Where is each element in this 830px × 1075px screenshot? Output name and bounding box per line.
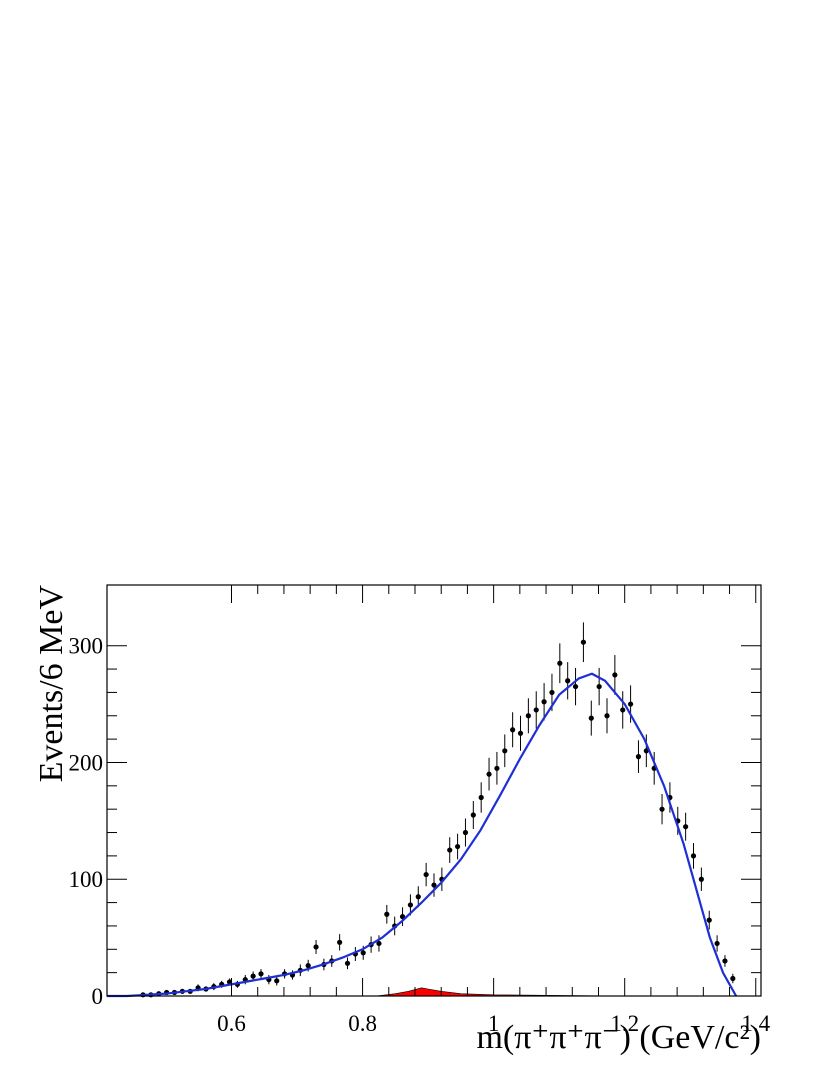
y-tick-label: 200 [69, 750, 104, 775]
data-point [376, 940, 382, 947]
data-point [494, 765, 500, 771]
data-point [541, 699, 547, 705]
data-point [462, 829, 469, 836]
data-point [415, 894, 421, 900]
data-point [313, 944, 319, 950]
data-point [478, 794, 484, 801]
plot-frame [106, 584, 762, 997]
data-point [627, 701, 634, 707]
data-point [635, 754, 642, 760]
x-axis-title: m(π⁺π⁺π⁻) (GeV/c²) [476, 1019, 761, 1056]
data-point [250, 973, 256, 979]
data-point [588, 715, 594, 721]
data-point [305, 963, 311, 969]
fit-curve [107, 672, 738, 998]
data-point [517, 730, 524, 736]
data-point [698, 876, 704, 882]
data-point [454, 843, 461, 850]
data-point [510, 727, 516, 733]
data-point [431, 882, 437, 888]
data-point [470, 812, 476, 818]
data-point [565, 678, 571, 684]
data-point [226, 979, 233, 985]
data-point [572, 683, 579, 690]
data-point [580, 639, 587, 645]
data-point [690, 853, 697, 859]
x-tick-label: 1.2 [610, 1011, 639, 1036]
x-tick-label: 0.8 [348, 1011, 377, 1036]
data-point [447, 847, 453, 853]
data-point [258, 971, 264, 977]
data-point [486, 771, 492, 777]
data-point [549, 689, 555, 696]
data-point [612, 672, 618, 678]
data-point [360, 950, 366, 956]
x-tick-label: 1 [488, 1011, 500, 1036]
data-point [683, 824, 689, 830]
data-point [384, 911, 390, 917]
data-point [620, 707, 626, 713]
data-point [337, 939, 343, 945]
data-point [344, 960, 351, 966]
x-tick-label: 1.4 [741, 1011, 770, 1036]
data-point [604, 713, 610, 719]
data-point [533, 707, 539, 713]
data-point [423, 871, 429, 878]
x-tick-label: 0.6 [217, 1011, 246, 1036]
y-tick-label: 0 [92, 984, 104, 1009]
data-point [714, 940, 720, 947]
data-point [274, 978, 280, 984]
data-point [722, 958, 728, 964]
y-tick-label: 300 [69, 634, 104, 659]
data-point [525, 713, 531, 719]
y-axis-title: Events/6 MeV [33, 585, 70, 783]
data-point [407, 902, 414, 908]
y-tick-label: 100 [69, 867, 104, 892]
data-point [730, 975, 736, 982]
data-point [596, 683, 602, 690]
data-point [659, 806, 665, 812]
background-area [375, 987, 625, 997]
data-point [502, 748, 508, 754]
data-point [557, 660, 563, 666]
data-point [706, 917, 712, 923]
